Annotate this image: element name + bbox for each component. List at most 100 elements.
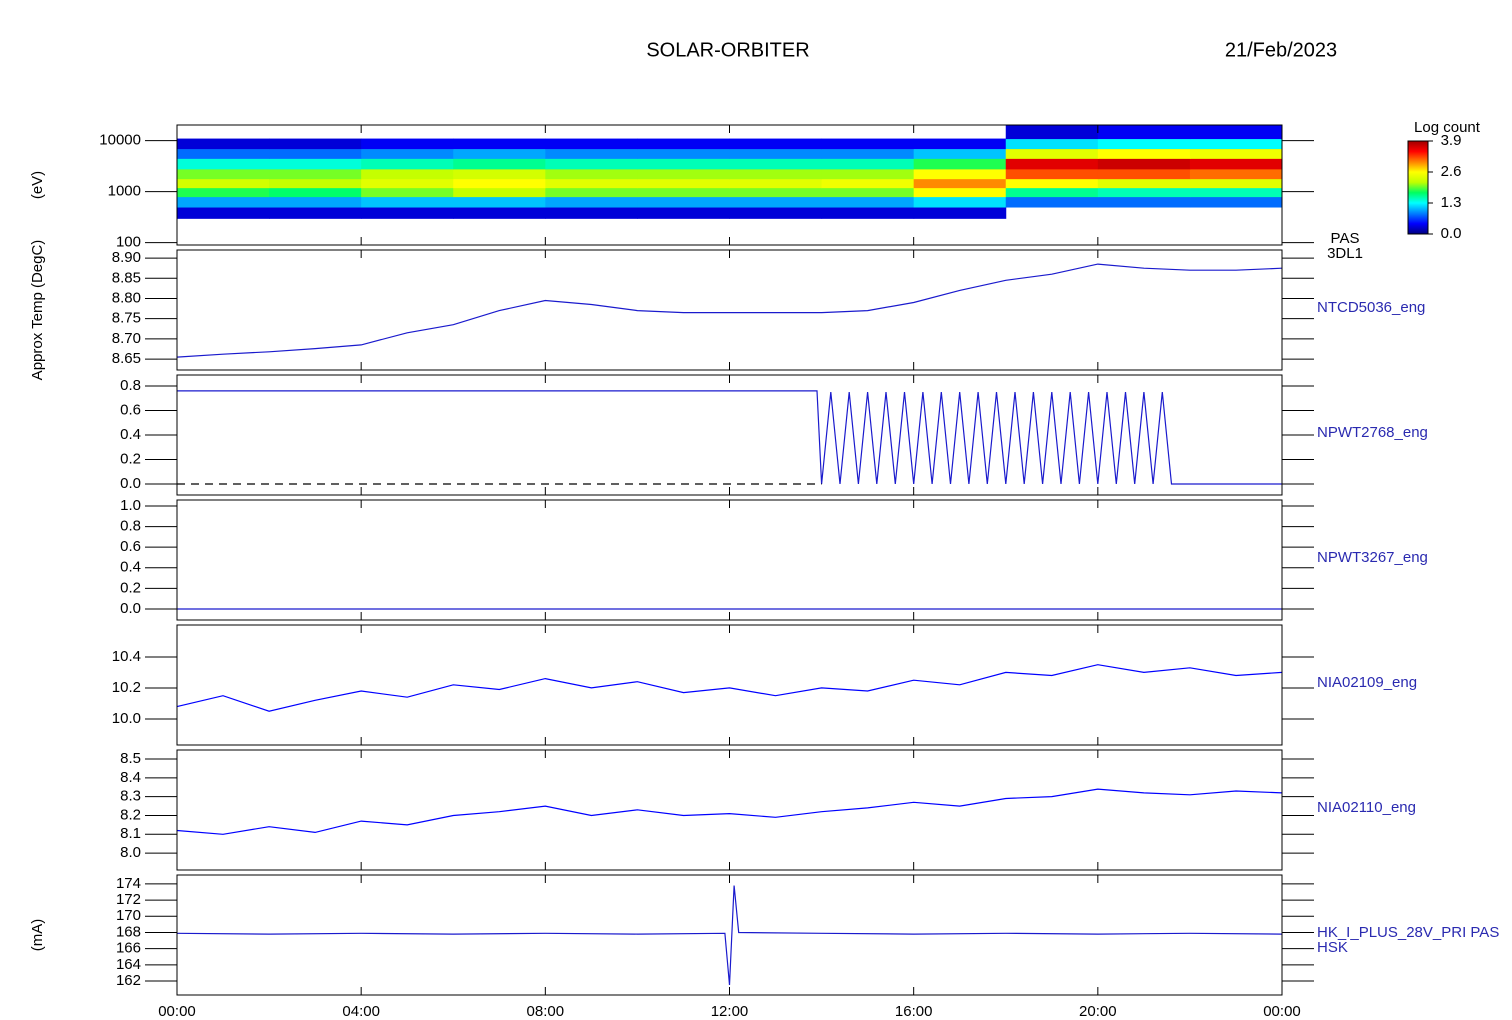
y-tick-label: 8.2 <box>120 806 141 823</box>
chart-title: SOLAR-ORBITER <box>646 39 809 61</box>
heatmap-cell <box>1005 168 1099 180</box>
heatmap-cell <box>177 158 270 170</box>
y-tick-label: 8.85 <box>112 269 141 286</box>
heatmap-cell <box>453 148 546 159</box>
heatmap-cell <box>269 187 362 198</box>
heatmap-cell <box>1005 158 1099 170</box>
channel-label: PAS <box>1331 230 1360 247</box>
heatmap-cell <box>1005 178 1099 189</box>
heatmap-cell <box>821 168 915 180</box>
heatmap-cell <box>1005 138 1099 150</box>
heatmap-cell <box>177 196 270 208</box>
heatmap-cell <box>1189 125 1283 140</box>
heatmap-cell <box>361 148 454 159</box>
panel-frame <box>176 749 1283 871</box>
heatmap-cell <box>453 207 546 219</box>
panel-frame <box>176 249 1283 371</box>
heatmap-cell <box>637 138 730 150</box>
heatmap-cell <box>913 138 1007 150</box>
y-tick-label: 100 <box>116 234 141 251</box>
data-line <box>176 788 1283 835</box>
heatmap-cell <box>821 148 915 159</box>
data-line <box>176 664 1283 712</box>
heatmap-cell <box>821 196 915 208</box>
heatmap-cell <box>545 187 638 198</box>
y-tick-label: 10.2 <box>112 679 141 696</box>
heatmap-cell <box>637 187 730 198</box>
heatmap-cell <box>1189 187 1283 198</box>
x-tick-label: 12:00 <box>711 1003 749 1020</box>
heatmap-cell <box>453 178 546 189</box>
y-tick-label: 162 <box>116 972 141 989</box>
y-tick-label: 0.2 <box>120 579 141 596</box>
heatmap-cell <box>913 168 1007 180</box>
heatmap-cell <box>729 158 823 170</box>
heatmap-cell <box>1097 125 1191 140</box>
colorbar-tick-label: 2.6 <box>1441 163 1462 180</box>
y-tick-label: 174 <box>116 875 141 892</box>
heatmap-cell <box>637 196 730 208</box>
heatmap-cell <box>177 207 270 219</box>
x-tick-label: 04:00 <box>342 1003 380 1020</box>
heatmap-cell <box>1189 138 1283 150</box>
colorbar-tick-label: 3.9 <box>1441 132 1462 149</box>
heatmap-cell <box>913 158 1007 170</box>
heatmap-cell <box>545 196 638 208</box>
heatmap-cell <box>637 207 730 219</box>
heatmap-cell <box>821 158 915 170</box>
heatmap-cell <box>361 138 454 150</box>
y-tick-label: 172 <box>116 891 141 908</box>
heatmap-cell <box>1189 158 1283 170</box>
y-axis-label: Approx Temp (DegC) <box>29 240 46 381</box>
y-tick-label: 1.0 <box>120 497 141 514</box>
heatmap-cell <box>729 178 823 189</box>
heatmap-cell <box>177 168 270 180</box>
heatmap-cell <box>637 178 730 189</box>
heatmap-cell <box>637 168 730 180</box>
channel-label: NIA02109_eng <box>1317 674 1417 691</box>
heatmap-cell <box>269 168 362 180</box>
heatmap-cell <box>361 168 454 180</box>
y-tick-label: 8.65 <box>112 350 141 367</box>
panel-frame <box>176 499 1283 621</box>
heatmap-cell <box>637 148 730 159</box>
data-line <box>176 885 1283 986</box>
y-tick-label: 8.80 <box>112 289 141 306</box>
heatmap-cell <box>729 207 823 219</box>
y-tick-label: 0.0 <box>120 475 141 492</box>
heatmap-cell <box>821 178 915 189</box>
y-tick-label: 8.4 <box>120 769 141 786</box>
heatmap-cell <box>1097 138 1191 150</box>
heatmap-cell <box>1005 196 1099 208</box>
heatmap-cell <box>637 158 730 170</box>
colorbar-tick-label: 1.3 <box>1441 194 1462 211</box>
heatmap-cell <box>269 138 362 150</box>
heatmap-cell <box>1097 158 1191 170</box>
y-tick-label: 0.6 <box>120 538 141 555</box>
heatmap-cell <box>453 158 546 170</box>
y-tick-label: 170 <box>116 907 141 924</box>
heatmap-cell <box>361 158 454 170</box>
heatmap-cell <box>269 207 362 219</box>
y-tick-label: 8.75 <box>112 310 141 327</box>
heatmap-cell <box>361 187 454 198</box>
heatmap-cell <box>913 196 1007 208</box>
heatmap-cell <box>177 138 270 150</box>
x-tick-label: 20:00 <box>1079 1003 1117 1020</box>
heatmap-cell <box>729 187 823 198</box>
heatmap-cell <box>729 196 823 208</box>
heatmap-cell <box>1189 178 1283 189</box>
heatmap-cell <box>177 148 270 159</box>
heatmap-cell <box>1097 148 1191 159</box>
heatmap-cell <box>545 178 638 189</box>
x-tick-label: 08:00 <box>527 1003 565 1020</box>
y-tick-label: 10000 <box>99 132 141 149</box>
heatmap-cell <box>821 138 915 150</box>
chart-date: 21/Feb/2023 <box>1225 39 1337 61</box>
data-line <box>177 390 1282 485</box>
heatmap-cell <box>177 187 270 198</box>
channel-label: HK_I_PLUS_28V_PRI PAS <box>1317 924 1499 941</box>
heatmap-cell <box>453 196 546 208</box>
heatmap-cell <box>1189 196 1283 208</box>
